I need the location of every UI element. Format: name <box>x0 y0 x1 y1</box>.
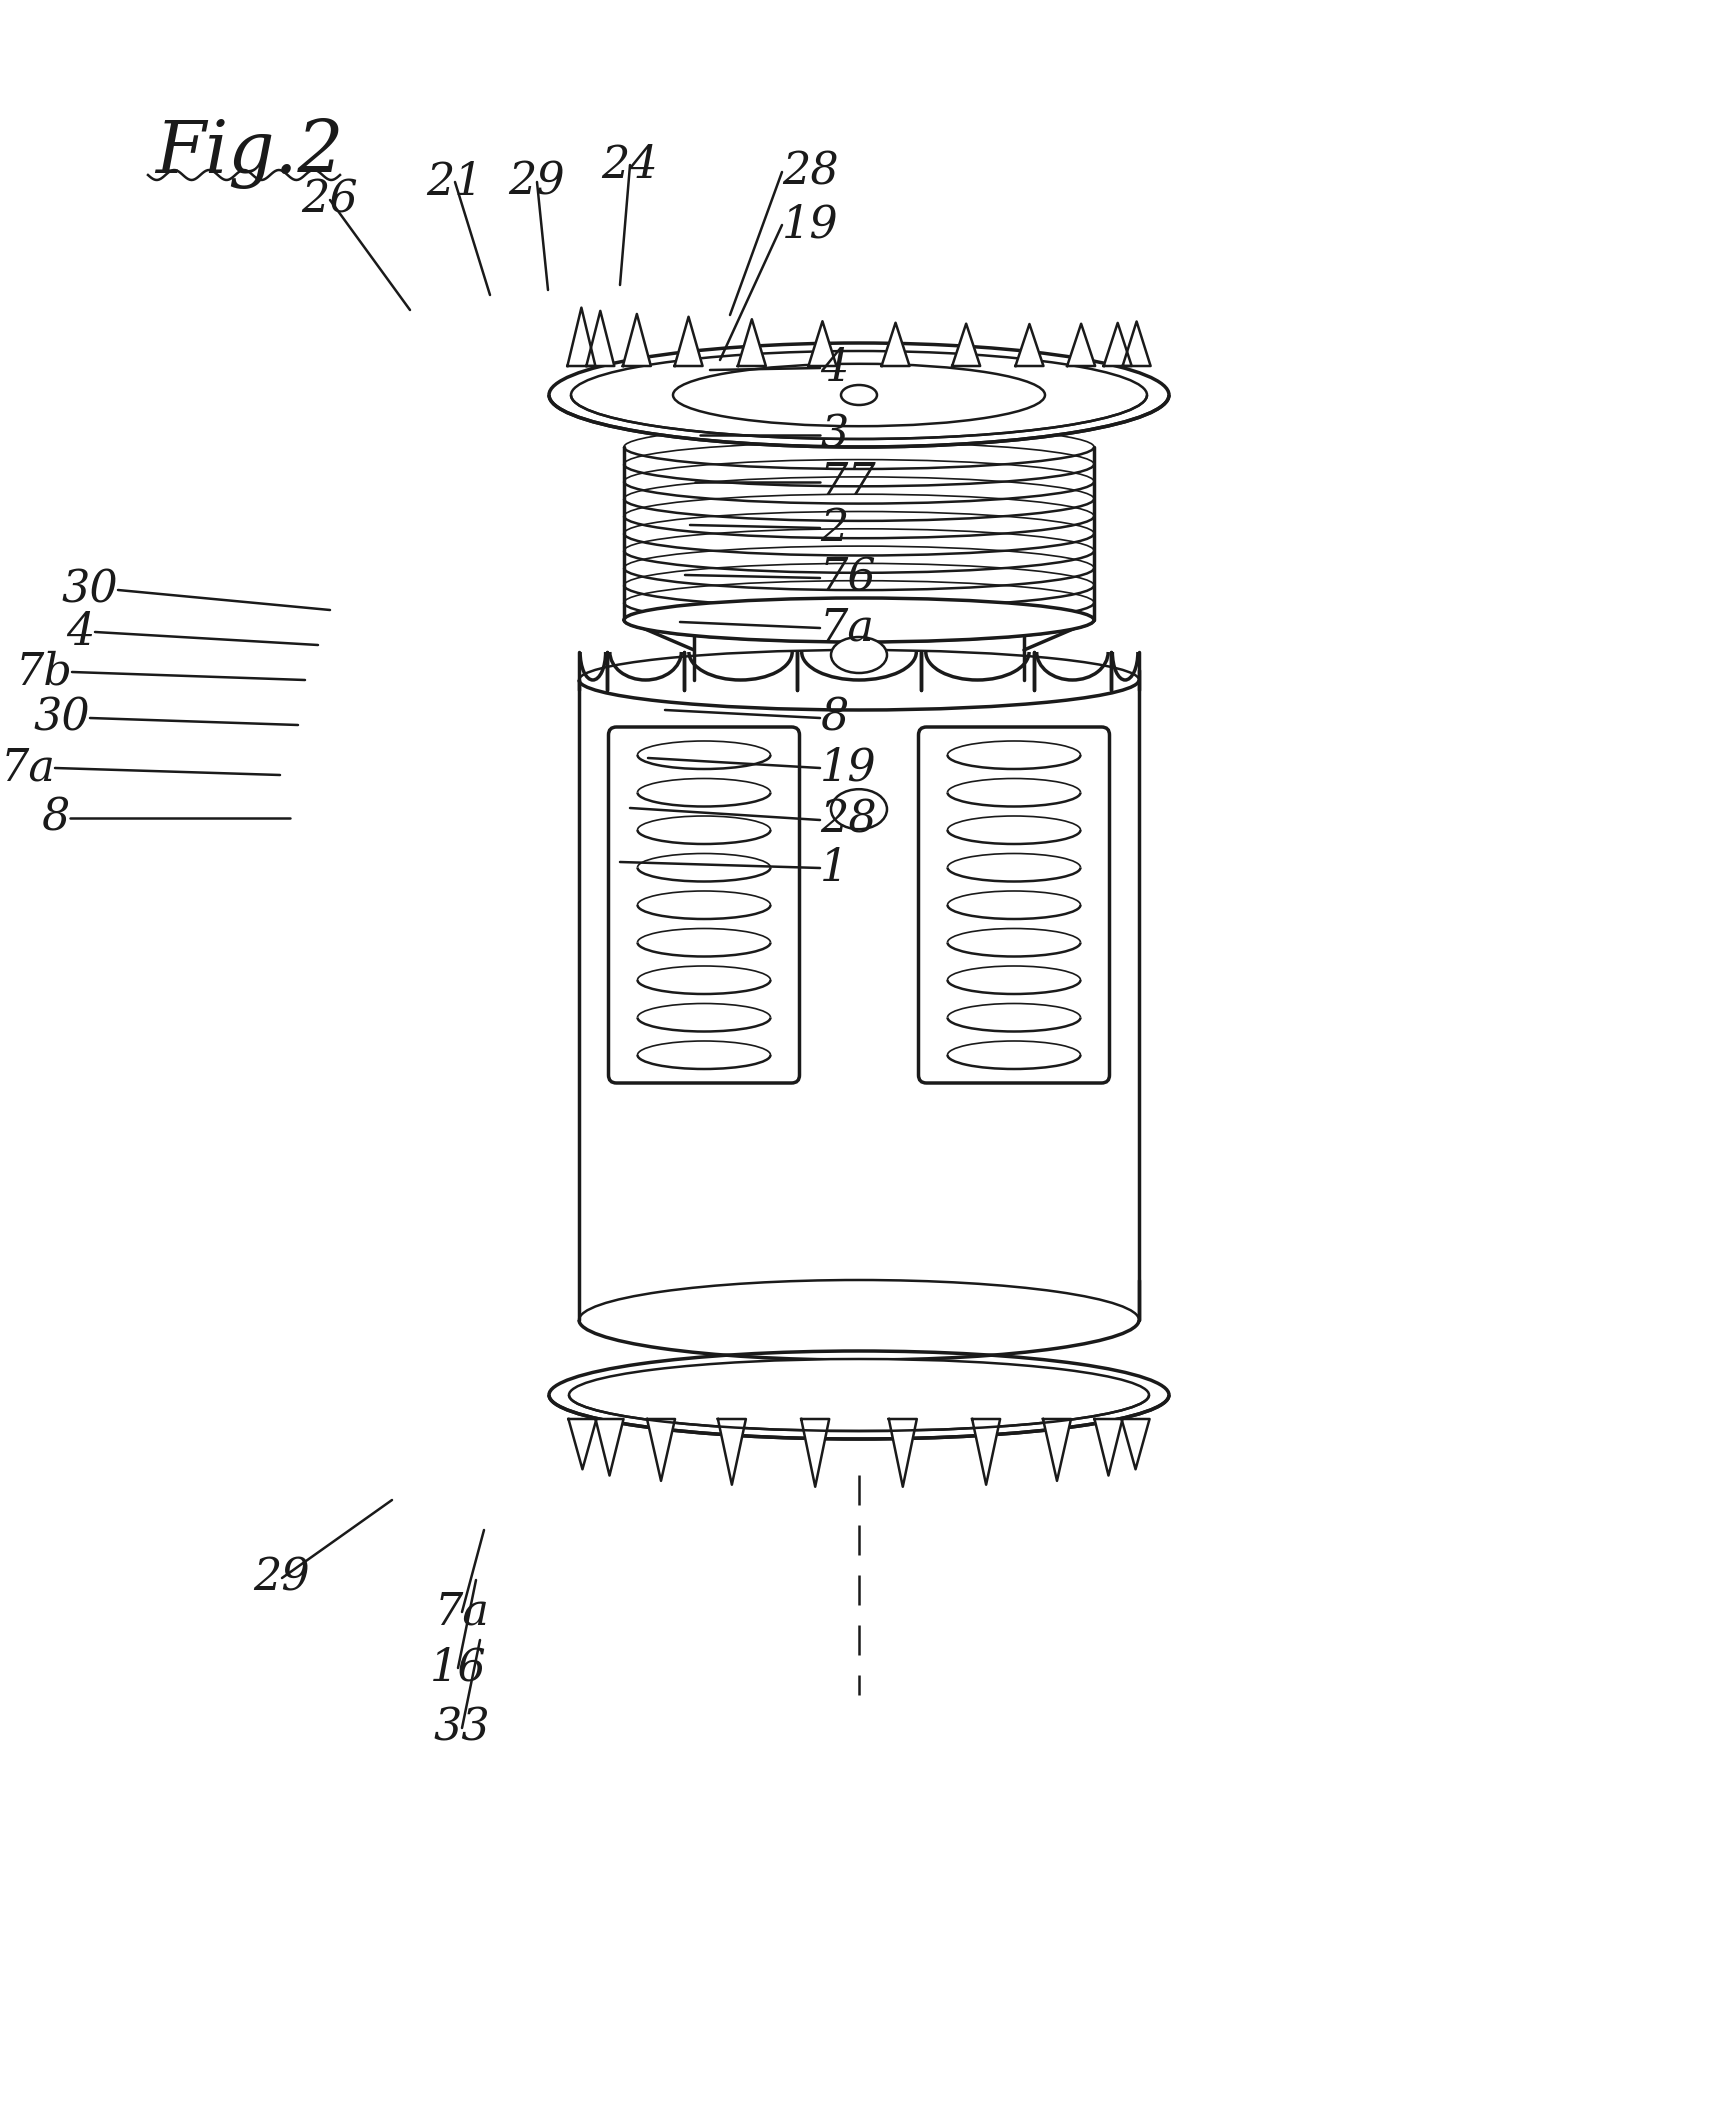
Text: 29: 29 <box>509 161 565 203</box>
Ellipse shape <box>842 385 876 406</box>
Text: 30: 30 <box>33 697 89 740</box>
Polygon shape <box>809 321 837 366</box>
Polygon shape <box>1122 321 1151 366</box>
Text: 3: 3 <box>819 414 849 456</box>
Text: 16: 16 <box>430 1646 486 1690</box>
Text: 7a: 7a <box>435 1591 490 1633</box>
Polygon shape <box>675 317 703 366</box>
Text: 19: 19 <box>782 203 838 247</box>
Polygon shape <box>881 323 909 366</box>
Text: 33: 33 <box>433 1707 490 1750</box>
Polygon shape <box>888 1420 917 1488</box>
Polygon shape <box>952 323 981 366</box>
Text: 30: 30 <box>62 568 119 611</box>
Polygon shape <box>596 1420 624 1475</box>
Text: 28: 28 <box>782 150 838 194</box>
Polygon shape <box>972 1420 1000 1485</box>
Ellipse shape <box>570 351 1148 440</box>
FancyBboxPatch shape <box>608 727 799 1084</box>
Text: 29: 29 <box>254 1557 311 1600</box>
Text: 28: 28 <box>819 799 876 841</box>
Ellipse shape <box>550 342 1168 448</box>
Ellipse shape <box>569 1359 1149 1431</box>
Ellipse shape <box>550 1350 1168 1439</box>
Text: 7b: 7b <box>15 651 72 693</box>
Polygon shape <box>1094 1420 1122 1475</box>
Text: 77: 77 <box>819 461 876 503</box>
Text: 4: 4 <box>819 347 849 389</box>
Polygon shape <box>1015 323 1043 366</box>
Polygon shape <box>648 1420 675 1481</box>
Text: 76: 76 <box>819 556 876 600</box>
Text: 24: 24 <box>601 144 658 186</box>
Text: 2: 2 <box>819 507 849 549</box>
Polygon shape <box>1043 1420 1070 1481</box>
FancyBboxPatch shape <box>919 727 1110 1084</box>
Ellipse shape <box>624 598 1094 642</box>
Text: Fig.2: Fig.2 <box>155 118 344 188</box>
Polygon shape <box>569 1420 596 1469</box>
Text: 21: 21 <box>426 161 483 203</box>
Text: 7a: 7a <box>0 746 55 790</box>
Text: 8: 8 <box>41 797 70 839</box>
Polygon shape <box>718 1420 746 1485</box>
Text: 19: 19 <box>819 746 876 790</box>
Polygon shape <box>1067 323 1094 366</box>
Text: 8: 8 <box>819 697 849 740</box>
Polygon shape <box>624 315 651 366</box>
Text: 26: 26 <box>302 177 359 222</box>
Text: 7a: 7a <box>819 606 874 649</box>
Ellipse shape <box>832 636 886 674</box>
Ellipse shape <box>832 788 886 828</box>
Polygon shape <box>586 311 615 366</box>
Polygon shape <box>1122 1420 1149 1469</box>
Polygon shape <box>801 1420 830 1488</box>
Polygon shape <box>737 319 766 366</box>
Polygon shape <box>567 308 596 366</box>
Text: 4: 4 <box>67 611 94 653</box>
Polygon shape <box>1103 323 1132 366</box>
Text: 1: 1 <box>819 847 849 890</box>
Ellipse shape <box>673 363 1045 427</box>
